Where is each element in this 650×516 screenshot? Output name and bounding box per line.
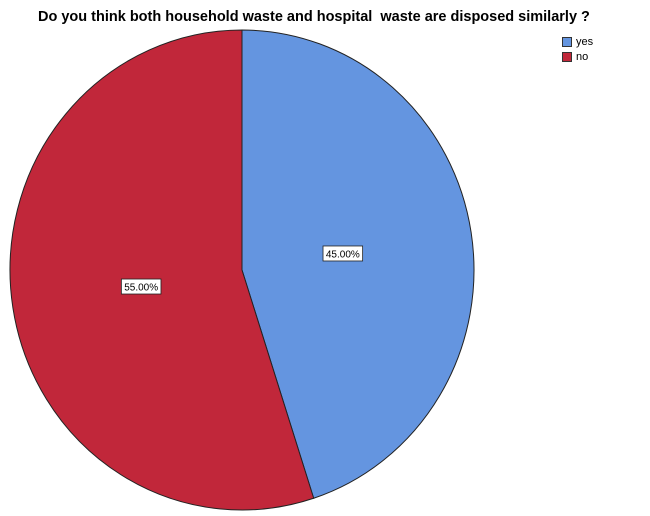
pie-slice-yes xyxy=(241,29,475,499)
legend-swatch-yes xyxy=(562,36,572,47)
data-label-yes: 45.00% xyxy=(326,249,360,260)
legend-item-yes: yes xyxy=(562,34,593,49)
data-label-box-no xyxy=(120,278,162,295)
legend: yes no xyxy=(562,34,593,64)
legend-item-no: no xyxy=(562,49,593,64)
pie-slice-no xyxy=(9,29,315,511)
chart-title: Do you think both household waste and ho… xyxy=(38,9,590,25)
data-label-no: 55.00% xyxy=(124,283,158,294)
legend-label-yes: yes xyxy=(576,35,594,48)
data-label-box-yes xyxy=(322,245,364,262)
legend-label-no: no xyxy=(576,50,589,63)
legend-swatch-no xyxy=(562,51,572,62)
